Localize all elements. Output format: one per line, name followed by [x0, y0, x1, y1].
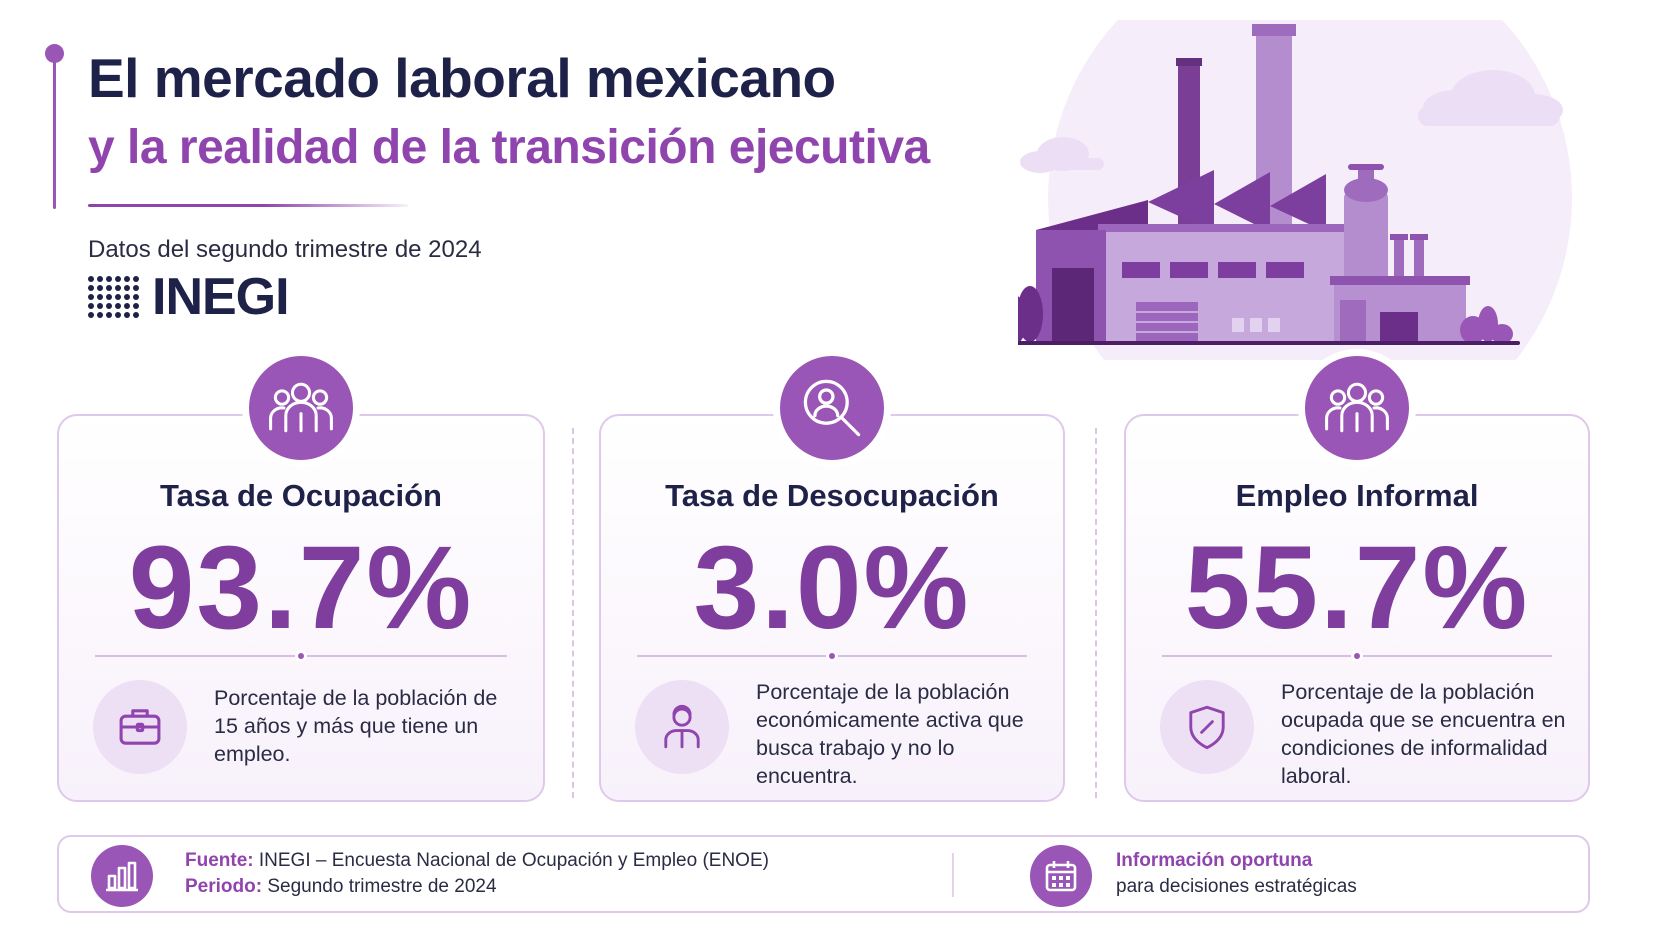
period-label: Periodo:	[185, 876, 263, 897]
title-accent-dot	[45, 44, 64, 63]
inegi-logo-mark	[88, 275, 140, 319]
card-value: 3.0%	[693, 522, 971, 654]
card-description: Porcentaje de la población ocupada que s…	[1281, 680, 1566, 788]
stat-card-ocupacion: Tasa de Ocupación 93.7% Porcentaje de la…	[57, 349, 545, 802]
card-title: Tasa de Desocupación	[665, 478, 999, 513]
info-title: Información oportuna	[1116, 850, 1312, 872]
briefcase-icon	[93, 680, 187, 774]
card-separator	[1162, 650, 1552, 662]
data-period-caption: Datos del segundo trimestre de 2024	[88, 236, 482, 263]
source-line: Fuente: INEGI – Encuesta Nacional de Ocu…	[185, 850, 769, 872]
info-text: para decisiones estratégicas	[1116, 876, 1357, 897]
inegi-logo-text: INEGI	[152, 268, 290, 326]
shield-icon	[1160, 680, 1254, 774]
info-title-text: Información oportuna	[1116, 850, 1313, 871]
people-group-icon	[1298, 349, 1416, 467]
card-description: Porcentaje de la población de 15 años y …	[214, 686, 498, 766]
inegi-logo: INEGI	[88, 268, 290, 326]
stat-card-desocupacion: Tasa de Desocupación 3.0% Porcentaje de …	[599, 349, 1065, 802]
period-text: Segundo trimestre de 2024	[262, 876, 497, 897]
card-separator	[637, 650, 1027, 662]
title-underline	[88, 204, 408, 207]
calendar-icon	[1030, 845, 1092, 907]
factory-illustration	[1018, 20, 1572, 360]
source-footer: Fuente: INEGI – Encuesta Nacional de Ocu…	[57, 835, 1590, 913]
people-group-icon	[242, 349, 360, 467]
magnifier-person-icon	[773, 349, 891, 467]
title-accent-line	[53, 52, 56, 209]
card-title: Tasa de Ocupación	[160, 478, 442, 513]
page-title: El mercado laboral mexicano	[88, 47, 836, 109]
footer-divider	[952, 853, 954, 897]
person-icon	[635, 680, 729, 774]
card-divider	[572, 428, 574, 798]
card-description: Porcentaje de la población económicament…	[756, 680, 1024, 788]
page-subtitle-heading: y la realidad de la transición ejecutiva	[88, 121, 930, 174]
period-line: Periodo: Segundo trimestre de 2024	[185, 876, 497, 898]
stat-card-empleo-informal: Empleo Informal 55.7% Porcentaje de la p…	[1124, 349, 1590, 802]
source-text: INEGI – Encuesta Nacional de Ocupación y…	[253, 850, 769, 871]
card-value: 93.7%	[128, 522, 474, 654]
source-label: Fuente:	[185, 850, 254, 871]
card-value: 55.7%	[1184, 522, 1530, 654]
card-separator	[95, 650, 507, 662]
card-divider	[1095, 428, 1097, 798]
card-title: Empleo Informal	[1235, 478, 1479, 513]
bar-chart-icon	[91, 845, 153, 907]
